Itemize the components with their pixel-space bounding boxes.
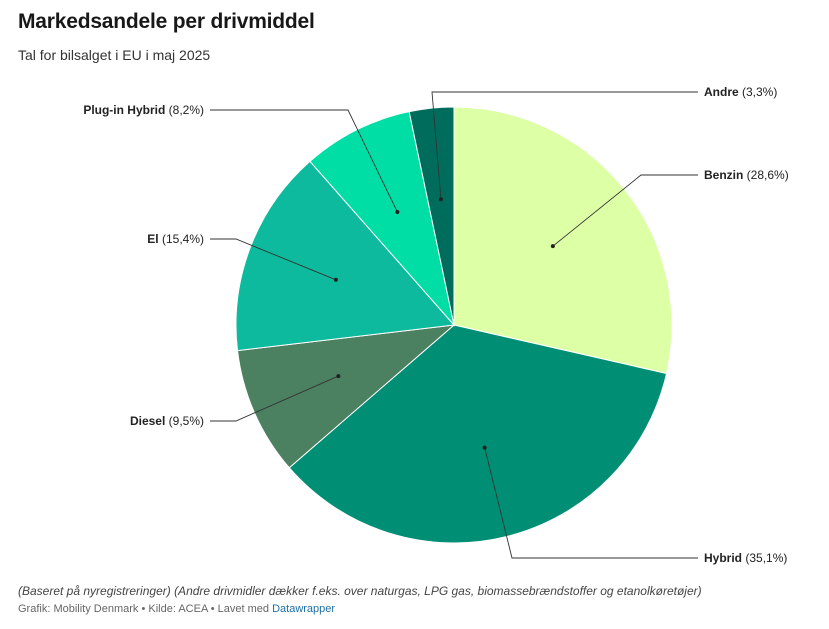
slice-label-name: Diesel bbox=[130, 414, 165, 428]
pie-slice-el bbox=[235, 160, 456, 352]
pie-slice-benzin bbox=[453, 106, 673, 375]
slice-label-name: Andre bbox=[704, 85, 739, 99]
chart-notes: (Baseret på nyregistreringer) (Andre dri… bbox=[18, 584, 702, 598]
leader-dot bbox=[336, 374, 341, 379]
slice-label-name: Plug-in Hybrid bbox=[83, 103, 165, 117]
slice-label: Hybrid (35,1%) bbox=[704, 551, 787, 565]
byline-text: Grafik: Mobility Denmark • Kilde: ACEA •… bbox=[18, 603, 273, 615]
slice-label-value: (35,1%) bbox=[742, 551, 787, 565]
slice-label-value: (3,3%) bbox=[739, 85, 778, 99]
leader-dot bbox=[550, 244, 555, 249]
slice-label-value: (8,2%) bbox=[165, 103, 204, 117]
leader-line bbox=[210, 109, 398, 213]
pie-slice-plug-in-hybrid bbox=[309, 111, 455, 327]
leader-line bbox=[552, 174, 698, 247]
slice-label-value: (28,6%) bbox=[743, 168, 788, 182]
chart-title: Markedsandele per drivmiddel bbox=[18, 10, 315, 33]
slice-label: Benzin (28,6%) bbox=[704, 168, 789, 182]
slice-label-value: (9,5%) bbox=[165, 414, 204, 428]
leader-dot bbox=[333, 277, 338, 282]
pie-leader-lines bbox=[210, 91, 698, 559]
leader-dot bbox=[395, 209, 400, 214]
pie-slice-andre bbox=[408, 106, 455, 326]
slice-label: Andre (3,3%) bbox=[704, 85, 777, 99]
slice-label-name: El bbox=[147, 232, 158, 246]
slice-label: El (15,4%) bbox=[147, 232, 204, 246]
slice-label-name: Benzin bbox=[704, 168, 743, 182]
slice-label: Plug-in Hybrid (8,2%) bbox=[83, 103, 204, 117]
datawrapper-link[interactable]: Datawrapper bbox=[272, 603, 336, 615]
leader-dot bbox=[438, 197, 443, 202]
slice-label-value: (15,4%) bbox=[159, 232, 204, 246]
pie-labels: Benzin (28,6%) Hybrid (35,1%) Diesel (9,5%… bbox=[83, 85, 788, 565]
leader-dot bbox=[482, 445, 487, 450]
leader-line bbox=[484, 447, 698, 559]
chart-subtitle: Tal for bilsalget i EU i maj 2025 bbox=[18, 47, 211, 63]
pie-slices bbox=[235, 106, 673, 544]
leader-line bbox=[210, 238, 337, 281]
leader-line bbox=[210, 375, 339, 422]
leader-line bbox=[431, 91, 698, 200]
slice-label-name: Hybrid bbox=[704, 551, 742, 565]
slice-label: Diesel (9,5%) bbox=[130, 414, 204, 428]
chart-byline: Grafik: Mobility Denmark • Kilde: ACEA •… bbox=[18, 603, 335, 615]
